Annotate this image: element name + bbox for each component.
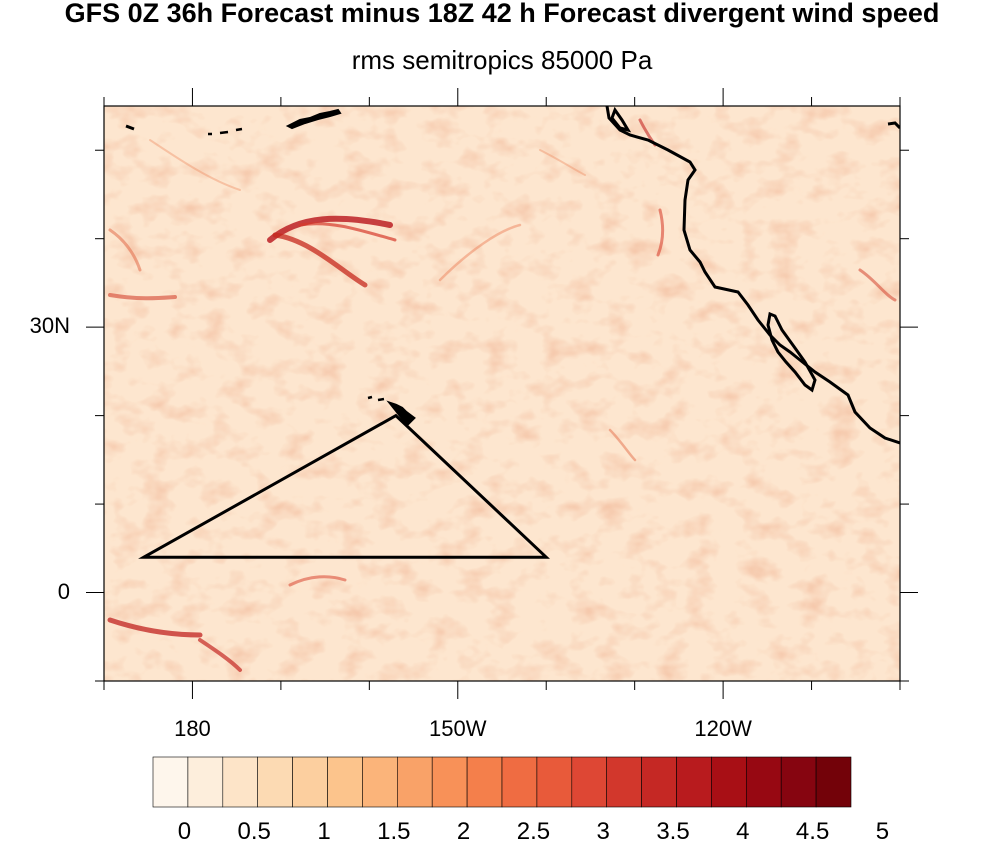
map-title: GFS 0Z 36h Forecast minus 18Z 42 h Forec… <box>64 0 940 28</box>
colorbar-box <box>396 756 433 808</box>
colorbar-box <box>501 756 538 808</box>
wind-speed-streaks <box>107 118 897 672</box>
colorbar-box <box>362 756 398 808</box>
colorbar-label: 4.5 <box>795 818 830 845</box>
colorbar-label: 5 <box>875 818 890 845</box>
colorbar-box <box>187 756 224 808</box>
lat-tick-label: 30N <box>29 313 70 339</box>
map-frame <box>103 105 901 682</box>
hawaii-islands <box>367 395 416 426</box>
colorbar-label: 3.5 <box>656 818 690 845</box>
colorbar-box <box>327 756 363 808</box>
coastline-baja-california <box>766 311 817 393</box>
colorbar-box <box>571 756 607 808</box>
colorbar-box <box>292 756 328 808</box>
coastline-canada-east <box>887 121 900 130</box>
colorbar-box <box>466 756 503 808</box>
semitropics-region-outline <box>138 413 550 559</box>
coastline-aleutian-1 <box>125 124 135 131</box>
lon-tick-label: 180 <box>174 716 211 741</box>
colorbar-box <box>606 756 642 808</box>
colorbar-box <box>711 756 747 808</box>
forecast-map <box>86 88 918 699</box>
coastline-north-america <box>605 106 900 445</box>
colorbar-box <box>780 756 817 808</box>
colorbar-label: 2.5 <box>516 818 551 845</box>
colorbar-box <box>745 756 782 808</box>
colorbar-label: 1 <box>317 818 331 845</box>
colorbar-box <box>815 756 852 808</box>
colorbar-box <box>641 756 677 808</box>
coastline-vancouver <box>610 106 632 133</box>
map-subtitle: rms semitropics 85000 Pa <box>351 45 653 75</box>
colorbar-box <box>676 756 712 808</box>
coastline-alaska-islands <box>285 108 342 130</box>
colorbar-box <box>536 756 573 808</box>
colorbar-box <box>222 756 259 808</box>
lon-tick-label: 120W <box>694 716 752 741</box>
coastline-aleutian-2 <box>208 127 243 136</box>
colorbar-label: 0 <box>177 818 192 845</box>
colorbar-label: 4 <box>736 818 750 845</box>
lat-tick-label: 0 <box>57 578 70 604</box>
colorbar-label: 0.5 <box>237 818 271 845</box>
colorbar-box <box>152 756 189 808</box>
axis-ticks <box>86 88 918 699</box>
lon-tick-label: 150W <box>429 716 487 741</box>
colorbar-label: 2 <box>456 818 471 845</box>
colorbar-label: 1.5 <box>377 818 411 845</box>
colorbar-box <box>431 756 468 808</box>
colorbar-label: 3 <box>596 818 610 845</box>
colorbar-box <box>257 756 293 808</box>
